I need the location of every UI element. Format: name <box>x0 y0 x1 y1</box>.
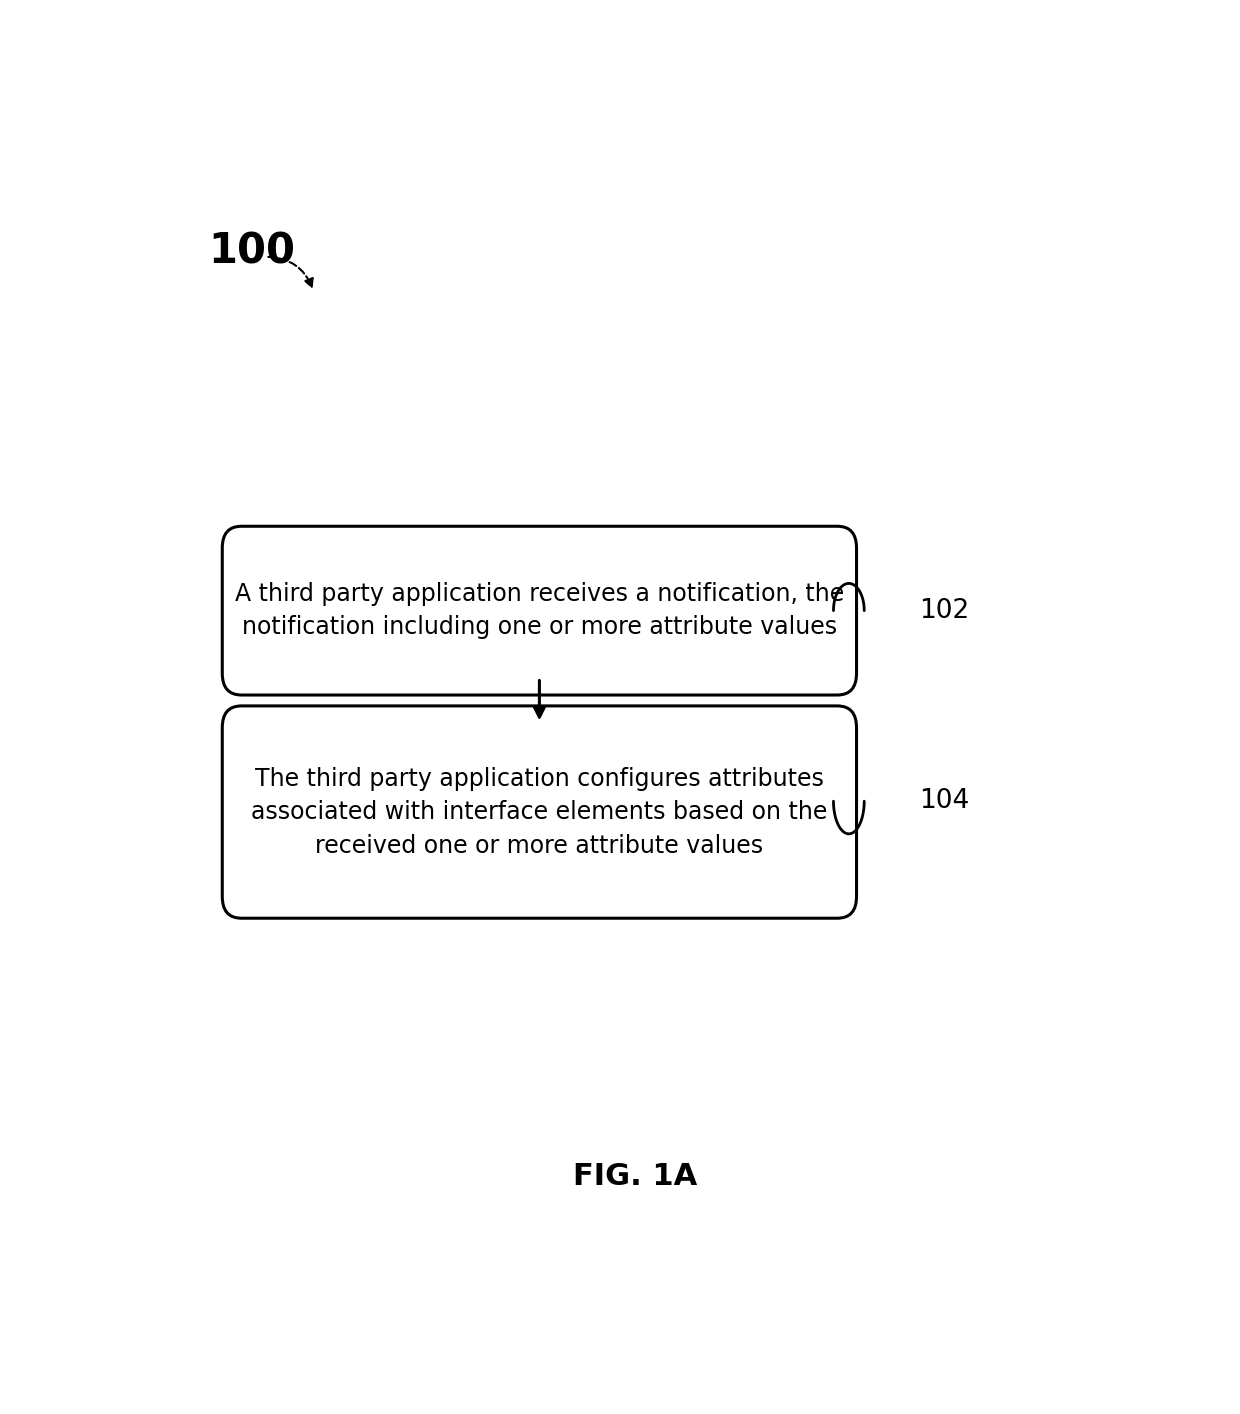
FancyBboxPatch shape <box>222 706 857 918</box>
Text: 104: 104 <box>919 788 970 814</box>
Text: FIG. 1A: FIG. 1A <box>573 1162 698 1192</box>
FancyBboxPatch shape <box>222 526 857 696</box>
Text: 102: 102 <box>919 598 970 624</box>
Text: A third party application receives a notification, the
notification including on: A third party application receives a not… <box>234 583 844 639</box>
Text: 100: 100 <box>208 230 295 273</box>
Text: The third party application configures attributes
associated with interface elem: The third party application configures a… <box>252 766 827 857</box>
